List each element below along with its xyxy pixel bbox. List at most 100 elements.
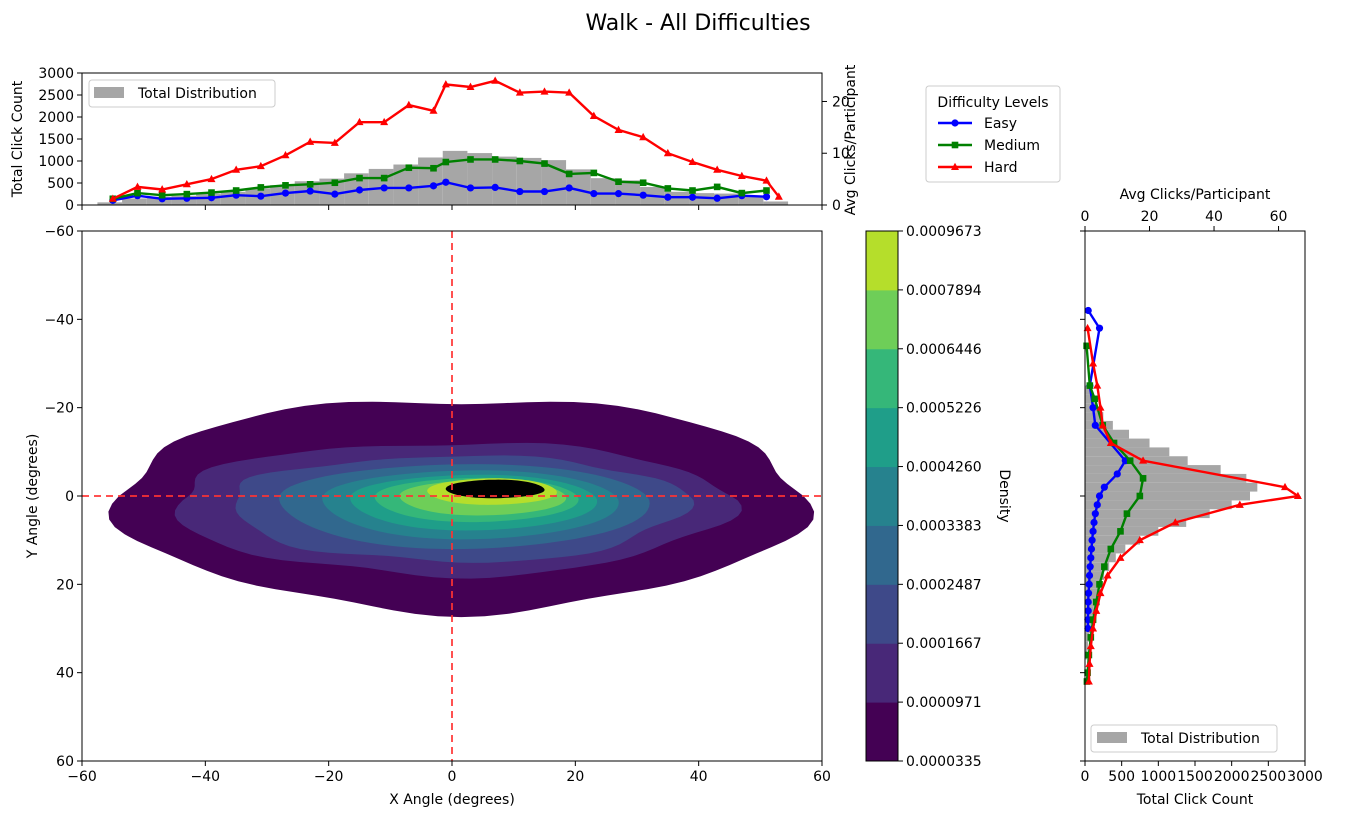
series-point-medium [405,164,413,172]
series-point-easy [565,184,573,192]
series-point-medium [1086,382,1094,389]
kde-contour-level [445,479,545,499]
series-point-easy [1089,527,1097,535]
colorbar-tick-label: 0.0003383 [906,518,982,534]
legend-title: Difficulty Levels [937,95,1048,111]
series-point-easy [1084,616,1092,624]
y-tick-label: 2000 [38,110,74,126]
total-distribution-bar [1085,571,1105,580]
x-tick-label: −40 [191,769,221,785]
x-tick-label: −60 [67,769,97,785]
series-point-medium [1085,651,1093,659]
series-point-hard [182,179,191,188]
series-point-easy [762,193,771,201]
series-point-easy [442,178,450,186]
x-tick-label: 2000 [1214,769,1250,785]
series-point-medium [442,158,450,166]
series-point-hard [639,132,648,141]
y-tick-label: 0 [65,198,74,214]
series-point-hard [1235,500,1244,508]
series-point-hard [466,82,475,90]
colorbar-tick-label: 0.0002487 [906,577,982,593]
series-point-hard [355,117,364,126]
series-point-medium [1126,457,1134,464]
series-point-medium [541,160,548,167]
total-distribution-bar [1085,632,1090,642]
series-point-easy [1087,554,1095,562]
colorbar-label: Density [996,469,1012,522]
x-axis-label: Total Click Count [1136,792,1254,808]
legend-swatch-total [94,87,124,98]
colorbar-tick-label: 0.0009673 [906,224,982,240]
series-point-medium [430,164,437,172]
total-distribution-bar [689,193,715,205]
series-point-easy [1113,470,1121,478]
right-marginal-chart: 0 500 1000 1500 2000 2500 3000 0 20 40 60 Total Cli… [1080,187,1323,808]
x-tick-label: 20 [566,769,584,785]
series-point-hard [1116,553,1125,561]
series-point-hard [688,157,697,166]
total-distribution-bar [738,196,764,205]
series-point-medium [282,182,289,189]
legend-marker-medium [951,141,959,149]
series-point-easy [1095,492,1104,500]
series-point-medium [1110,439,1118,447]
colorbar: 0.0000335 0.0000971 0.0001667 0.0002487 0.00… [865,224,1012,770]
total-distribution-bar [270,185,295,205]
total-distribution-bar [1085,385,1091,395]
top-marginal-chart: 0 500 1000 1500 2000 2500 3000 0 10 20 Total Click… [10,64,859,215]
total-distribution-bar [516,157,542,205]
series-point-hard [1139,456,1148,464]
series-point-medium [1139,475,1147,482]
x-axis-label: X Angle (degrees) [389,792,515,808]
series-point-hard [1084,677,1093,685]
total-distribution-bar [1085,394,1094,404]
series-point-medium [1117,528,1124,535]
series-point-easy [380,184,388,192]
series-point-easy [1085,580,1093,588]
total-distribution-bar [714,193,739,205]
series-point-hard [1103,571,1112,579]
series-point-hard [762,176,771,184]
colorbar-band [866,643,898,703]
series-point-hard [540,87,549,95]
x-tick-label: 1000 [1141,769,1177,785]
legend-label-easy: Easy [984,116,1017,132]
series-point-hard [565,88,574,96]
y-tick-label: 3000 [38,66,74,82]
colorbar-tick-label: 0.0000971 [906,695,982,711]
y-tick-label: −20 [44,401,74,417]
total-distribution-bar [146,196,172,205]
total-distribution-bar [97,202,123,205]
series-point-easy [257,192,265,200]
series-point-easy [614,190,623,198]
series-point-hard [1092,606,1101,614]
legend-box [925,85,1061,183]
series-point-easy [355,186,364,194]
series-point-medium [467,156,474,163]
series-point-easy [491,183,499,191]
colorbar-tick-label: 0.0007894 [906,283,982,299]
y-axis-label: Total Click Count [10,80,26,198]
colorbar-frame [865,230,899,762]
total-distribution-bar [1085,465,1221,474]
series-point-medium [232,187,240,194]
series-point-easy [1084,306,1092,315]
y-tick-label: 0 [65,489,74,505]
legend-label-total: Total Distribution [137,86,257,102]
series-point-easy [590,190,598,198]
y2-tick-label: 0 [832,198,841,214]
series-point-hard [515,88,524,96]
colorbar-tick-label: 0.0000335 [906,754,982,770]
colorbar-band [866,348,898,409]
colorbar-tick-label: 0.0005226 [906,401,982,417]
series-point-hard [774,192,783,200]
series-point-hard [441,80,450,88]
x-tick-label: 500 [1108,769,1135,785]
series-point-medium [738,189,746,197]
series-point-hard [207,174,216,183]
total-distribution-bar [1085,535,1140,545]
series-point-medium [565,170,573,178]
series-point-easy [331,190,339,198]
